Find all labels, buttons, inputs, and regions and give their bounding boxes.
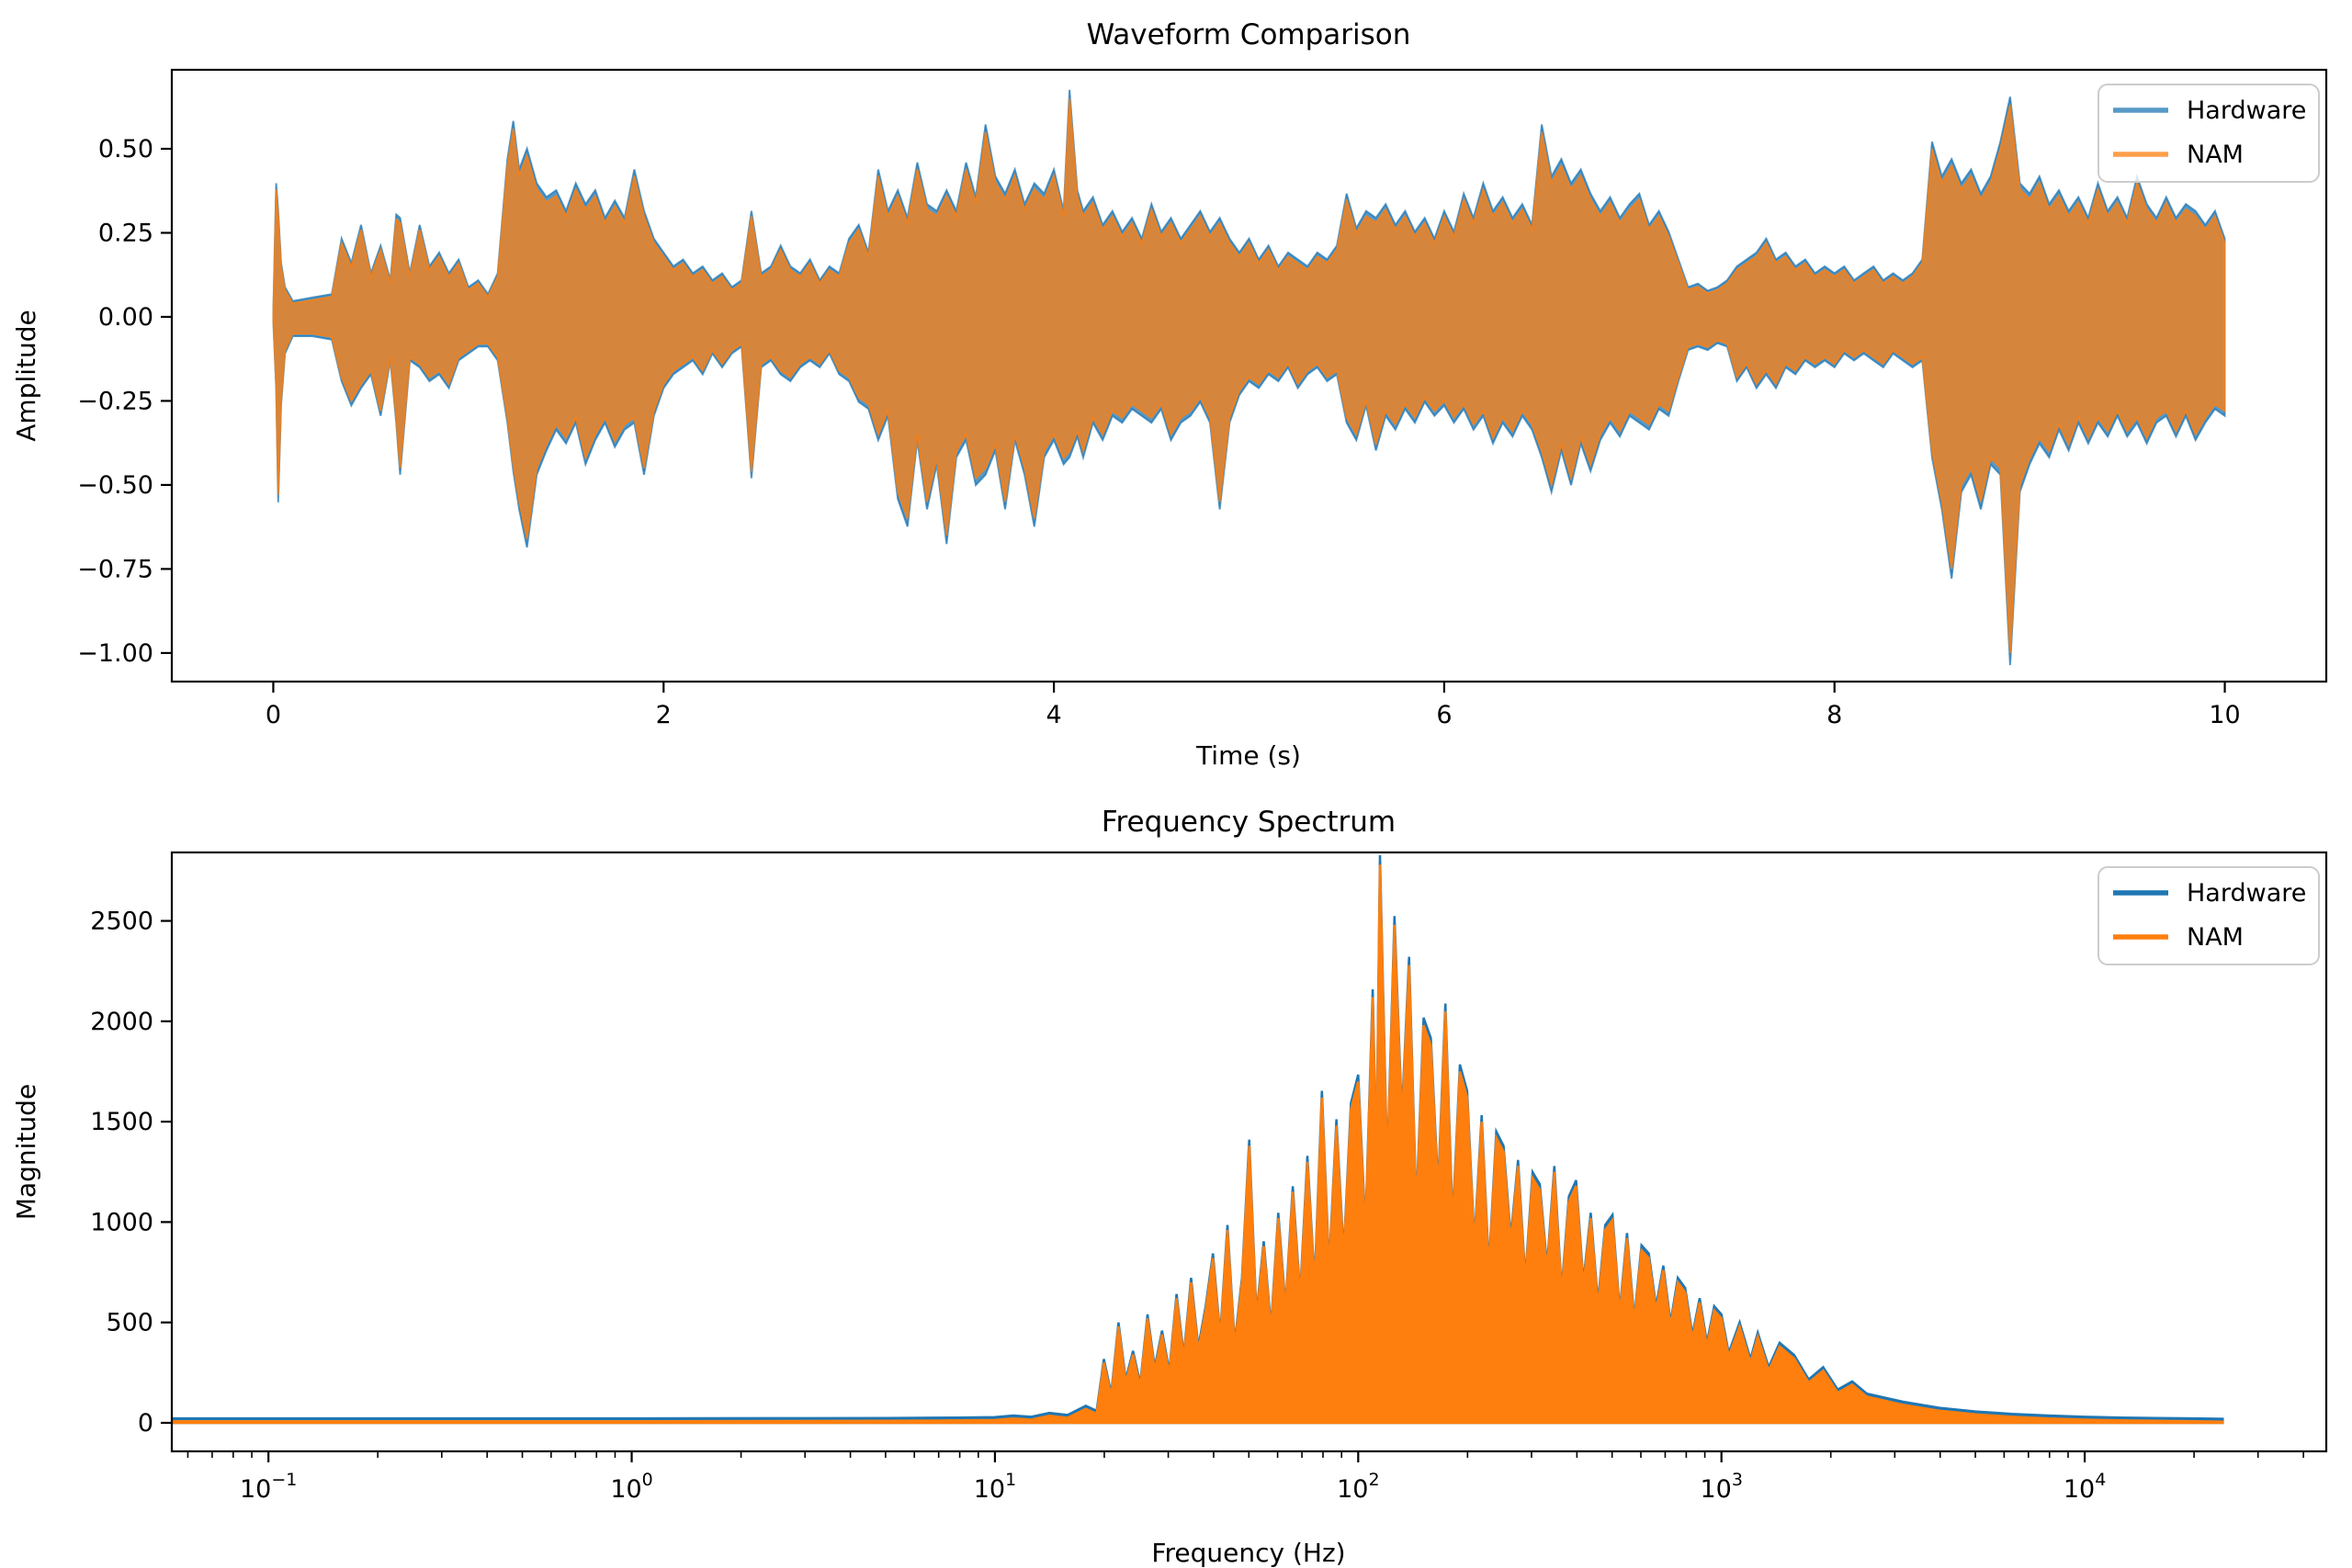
y-tick-label: −0.25 xyxy=(77,387,153,415)
y-tick-label: 0 xyxy=(138,1409,153,1438)
spectrum-title: Frequency Spectrum xyxy=(1102,806,1396,839)
waveform-ticks: 0 2 4 6 8 10 0.50 0.25 0.00 −0.25 −0.50 −0.75 −1.00 xyxy=(77,135,2240,729)
spectrum-ylabel: Magnitude xyxy=(11,1084,41,1220)
waveform-ylabel: Amplitude xyxy=(11,310,41,442)
x-tick-label: 104 xyxy=(2064,1470,2106,1504)
y-tick-label: −0.50 xyxy=(77,471,153,500)
x-tick-label: 4 xyxy=(1046,701,1061,729)
hardware-spectrum-series xyxy=(172,854,2224,1425)
y-tick-label: 2500 xyxy=(90,908,153,936)
waveform-plot-frame xyxy=(170,68,2328,683)
waveform-series-group xyxy=(272,89,2226,666)
y-tick-label: 2000 xyxy=(90,1008,153,1036)
y-tick-label: −0.75 xyxy=(77,555,153,583)
x-tick-label: 10 xyxy=(2209,701,2240,729)
spectrum-series-group xyxy=(172,854,2224,1425)
x-tick-label: 6 xyxy=(1436,701,1452,729)
waveform-legend: Hardware NAM xyxy=(2098,84,2320,183)
y-tick-label: 1500 xyxy=(90,1108,153,1136)
nam-spectrum-series xyxy=(172,864,2224,1425)
y-tick-label: 0.25 xyxy=(98,219,153,247)
y-tick-label: 0.50 xyxy=(98,135,153,164)
x-tick-label: 103 xyxy=(1700,1470,1742,1504)
spectrum-legend: Hardware NAM xyxy=(2098,866,2320,965)
nam-waveform-series xyxy=(272,98,2226,653)
waveform-axes: Waveform Comparison 0 2 4 6 8 10 0.50 0.25 0.00 −… xyxy=(11,18,2328,771)
spectrum-axes: Frequency Spectrum 10−1 100 101 102 103 104 0 5… xyxy=(11,806,2328,1568)
y-tick-label: 1000 xyxy=(90,1208,153,1236)
y-tick-label: 500 xyxy=(106,1309,153,1337)
legend-label: Hardware xyxy=(2187,96,2306,125)
x-tick-label: 100 xyxy=(610,1470,652,1504)
spectrum-ticks: 10−1 100 101 102 103 104 0 500 1000 1500 2000 2500 xyxy=(90,908,2304,1504)
y-tick-label: 0.00 xyxy=(98,303,153,332)
legend-label: Hardware xyxy=(2187,879,2306,908)
waveform-xlabel: Time (s) xyxy=(1195,740,1301,771)
x-tick-label: 0 xyxy=(266,701,281,729)
x-tick-label: 10−1 xyxy=(240,1470,297,1504)
y-tick-label: −1.00 xyxy=(77,639,153,668)
x-tick-label: 102 xyxy=(1337,1470,1379,1504)
legend-label: NAM xyxy=(2187,923,2244,952)
x-tick-label: 2 xyxy=(656,701,672,729)
x-tick-label: 101 xyxy=(974,1470,1016,1504)
legend-label: NAM xyxy=(2187,141,2244,169)
waveform-title: Waveform Comparison xyxy=(1087,18,1411,51)
spectrum-xlabel: Frequency (Hz) xyxy=(1151,1538,1345,1568)
x-tick-label: 8 xyxy=(1826,701,1842,729)
